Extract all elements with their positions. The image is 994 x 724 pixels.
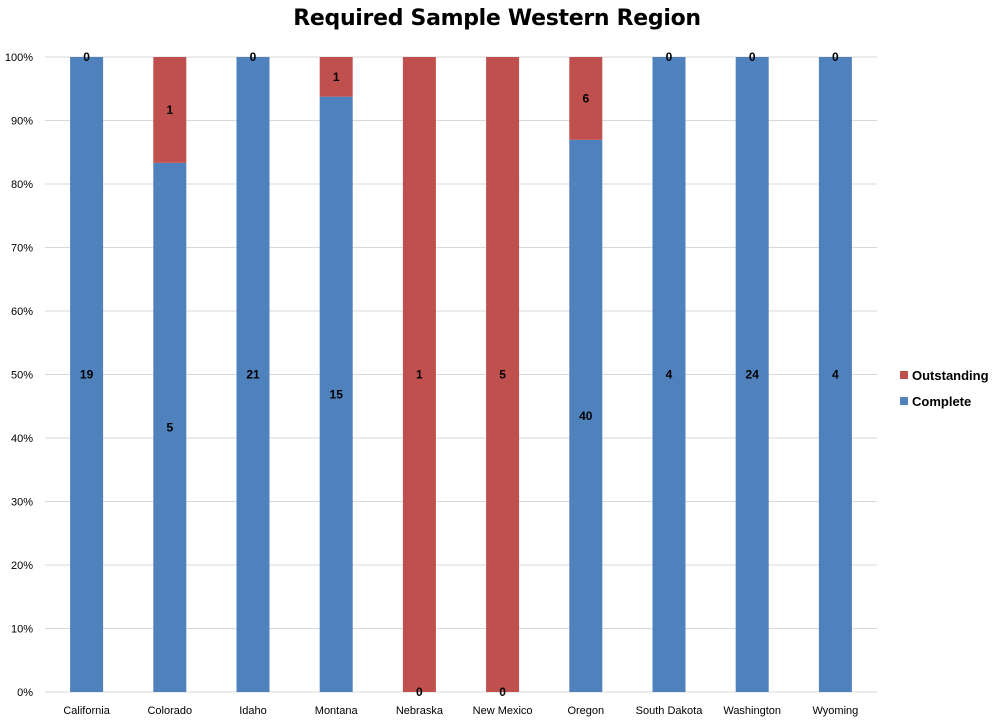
bar-complete (735, 57, 769, 692)
data-label-complete: 0 (499, 685, 506, 699)
data-label-outstanding: 1 (416, 368, 423, 382)
x-tick-label: Washington (723, 705, 781, 717)
y-tick-label: 90% (11, 116, 33, 128)
legend-swatch-outstanding (900, 371, 908, 379)
data-label-outstanding: 0 (666, 50, 673, 64)
legend-label-outstanding: Outstanding (912, 367, 989, 383)
y-tick-label: 20% (11, 560, 33, 572)
bar-outstanding (319, 57, 353, 97)
data-label-outstanding: 6 (582, 91, 589, 105)
x-tick-label: Oregon (567, 705, 604, 717)
data-label-complete: 5 (166, 420, 173, 434)
data-label-complete: 24 (746, 368, 760, 382)
y-tick-label: 10% (11, 624, 33, 636)
y-tick-label: 70% (11, 243, 33, 255)
data-label-outstanding: 1 (166, 103, 173, 117)
x-tick-label: South Dakota (636, 705, 704, 717)
data-label-complete: 21 (246, 368, 260, 382)
legend-swatch-complete (900, 397, 908, 405)
data-label-outstanding: 5 (499, 368, 506, 382)
x-tick-label: Wyoming (813, 705, 859, 717)
data-label-outstanding: 0 (749, 50, 756, 64)
bar-outstanding (153, 57, 187, 163)
y-tick-label: 40% (11, 433, 33, 445)
data-label-outstanding: 0 (250, 50, 257, 64)
data-label-complete: 4 (666, 368, 673, 382)
legend-item-complete: Complete (900, 388, 989, 414)
x-tick-label: Nebraska (396, 705, 444, 717)
data-label-complete: 4 (832, 368, 839, 382)
bar-complete (70, 57, 104, 692)
bar-complete (569, 139, 603, 693)
bar-outstanding (569, 57, 603, 140)
bar-complete (818, 57, 852, 692)
y-tick-label: 30% (11, 497, 33, 509)
x-tick-label: Colorado (147, 705, 192, 717)
bar-complete (652, 57, 686, 692)
legend-item-outstanding: Outstanding (900, 362, 989, 388)
data-label-complete: 19 (80, 368, 94, 382)
bar-complete (153, 162, 187, 693)
bar-complete (236, 57, 270, 692)
chart-title: Required Sample Western Region (293, 6, 701, 31)
y-tick-label: 0% (17, 687, 33, 699)
data-label-complete: 0 (416, 685, 423, 699)
bar-outstanding (402, 57, 436, 692)
x-tick-label: New Mexico (473, 705, 533, 717)
y-tick-label: 60% (11, 306, 33, 318)
legend-label-complete: Complete (912, 393, 972, 409)
data-label-outstanding: 0 (832, 50, 839, 64)
x-tick-label: Montana (315, 705, 359, 717)
data-label-outstanding: 1 (333, 70, 340, 84)
y-tick-label: 50% (11, 370, 33, 382)
legend: Outstanding Complete (900, 362, 989, 414)
data-label-outstanding: 0 (83, 50, 90, 64)
bar-outstanding (486, 57, 520, 692)
x-tick-label: Idaho (239, 705, 267, 717)
bar-complete (319, 96, 353, 692)
x-tick-label: California (63, 705, 110, 717)
data-label-complete: 40 (579, 409, 593, 423)
data-label-complete: 15 (330, 387, 344, 401)
y-tick-label: 80% (11, 179, 33, 191)
y-tick-label: 100% (5, 52, 33, 64)
